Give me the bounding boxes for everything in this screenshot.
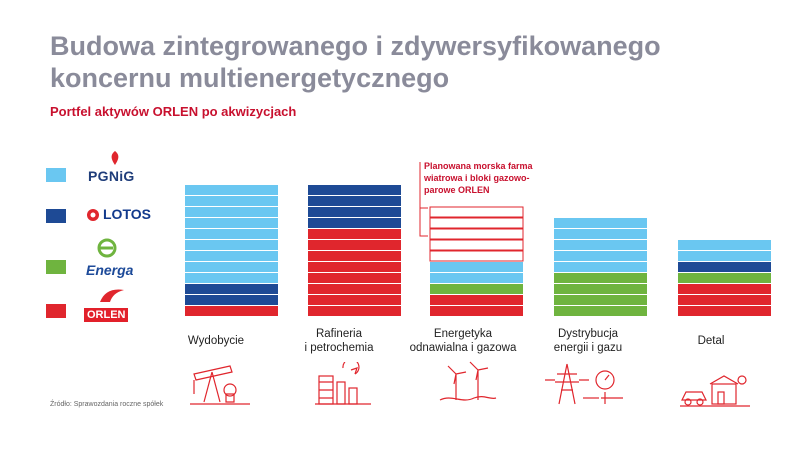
category-label-dystrybucja: Dystrybucja energii i gazu	[523, 327, 653, 355]
bar-block-pgnig-0	[185, 273, 278, 283]
category-label-rafineria: Rafineria i petrochemia	[274, 327, 404, 355]
category-label-line: i petrochemia	[304, 342, 374, 354]
bar-block-lotos-0	[185, 284, 278, 294]
bar-block-planowana-2	[429, 206, 524, 218]
legend-item-pgnig: PGNiG	[46, 150, 156, 190]
bar-block-pgnig-3	[554, 218, 647, 228]
legend-item-orlen: ORLEN	[46, 286, 156, 326]
bar-block-pgnig-0	[185, 185, 278, 195]
page-subtitle: Portfel aktywów ORLEN po akwizycjach	[50, 104, 297, 119]
bar-block-pgnig-2	[430, 262, 523, 272]
legend-swatch-lotos	[46, 209, 66, 223]
source-note: Źródło: Sprawozdania roczne spółek	[50, 401, 164, 408]
bar-block-planowana-2	[429, 239, 524, 251]
refinery-icon	[315, 362, 371, 405]
bar-block-lotos-0	[185, 295, 278, 305]
oil-pump-icon	[190, 365, 250, 405]
bar-block-orlen-2	[430, 295, 523, 305]
bar-block-orlen-4	[678, 295, 771, 305]
bar-block-orlen-4	[678, 284, 771, 294]
bar-block-lotos-4	[678, 262, 771, 272]
bar-block-pgnig-0	[185, 251, 278, 261]
legend-swatch-pgnig	[46, 168, 66, 182]
category-label-line: Wydobycie	[187, 335, 245, 347]
bar-block-lotos-1	[308, 196, 401, 206]
bar-block-pgnig-4	[678, 251, 771, 261]
category-label-line: Energetyka	[433, 328, 493, 340]
category-label-detal: Detal	[646, 334, 776, 348]
bar-block-pgnig-4	[678, 240, 771, 250]
bar-block-pgnig-0	[185, 240, 278, 250]
legend-swatch-orlen	[46, 304, 66, 318]
category-label-energetyka: Energetyka odnawialna i gazowa	[398, 327, 528, 355]
bar-block-pgnig-2	[430, 273, 523, 283]
wind-turbines-icon	[439, 361, 497, 401]
power-pylon-icon	[545, 363, 623, 405]
bar-block-lotos-1	[308, 185, 401, 195]
bar-block-energa-3	[554, 284, 647, 294]
category-label-line: Rafineria	[315, 328, 363, 340]
bar-block-pgnig-3	[554, 262, 647, 272]
bar-block-orlen-1	[308, 284, 401, 294]
lotos-mark-icon	[87, 209, 99, 221]
orlen-logo-box	[84, 308, 128, 322]
legend-item-lotos: LOTOS	[46, 200, 156, 240]
bar-block-lotos-1	[308, 218, 401, 228]
fuel-station-icon	[680, 375, 750, 407]
bar-block-orlen-1	[308, 229, 401, 239]
bar-block-pgnig-0	[185, 218, 278, 228]
bar-block-orlen-1	[308, 306, 401, 316]
bar-block-energa-3	[554, 306, 647, 316]
legend-swatch-energa	[46, 260, 66, 274]
bar-block-pgnig-0	[185, 229, 278, 239]
legend-label-lotos: LOTOS	[103, 206, 151, 222]
bar-block-orlen-1	[308, 262, 401, 272]
category-label-wydobycie: Wydobycie	[151, 334, 281, 348]
bar-block-orlen-1	[308, 240, 401, 250]
category-label-line: Detal	[697, 335, 725, 347]
bars-group	[185, 185, 771, 316]
bar-block-planowana-2	[429, 250, 524, 262]
bar-block-planowana-2	[429, 217, 524, 229]
bar-block-orlen-0	[185, 306, 278, 316]
bar-block-energa-3	[554, 273, 647, 283]
bar-block-energa-2	[430, 284, 523, 294]
bar-block-planowana-2	[429, 228, 524, 240]
bar-block-orlen-1	[308, 273, 401, 283]
bar-block-energa-3	[554, 295, 647, 305]
bar-block-pgnig-3	[554, 229, 647, 239]
bar-block-pgnig-0	[185, 262, 278, 272]
category-label-line: energii i gazu	[553, 342, 623, 354]
energa-leaf-icon	[97, 238, 117, 258]
legend-label-orlen: ORLEN	[87, 309, 126, 321]
bar-block-pgnig-0	[185, 196, 278, 206]
legend-label-pgnig: PGNiG	[88, 168, 135, 184]
bar-block-orlen-1	[308, 295, 401, 305]
legend-item-energa: Energa	[46, 238, 156, 278]
bar-block-orlen-2	[430, 306, 523, 316]
legend-label-energa: Energa	[86, 262, 134, 278]
bar-block-orlen-1	[308, 251, 401, 261]
bar-block-pgnig-3	[554, 240, 647, 250]
bar-block-pgnig-3	[554, 251, 647, 261]
pgnig-flame-icon	[111, 151, 119, 165]
callout-planned-wind-farm: Planowana morska farma wiatrowa i bloki …	[424, 161, 533, 195]
bar-block-lotos-1	[308, 207, 401, 217]
category-label-line: Dystrybucja	[557, 328, 619, 340]
bar-block-orlen-4	[678, 306, 771, 316]
category-label-line: odnawialna i gazowa	[409, 342, 517, 354]
orlen-eagle-icon	[100, 289, 124, 302]
page-title: Budowa zintegrowanego i zdywersyfikowane…	[50, 31, 661, 93]
bar-block-energa-4	[678, 273, 771, 283]
callout-bracket	[419, 162, 428, 237]
bar-block-pgnig-0	[185, 207, 278, 217]
